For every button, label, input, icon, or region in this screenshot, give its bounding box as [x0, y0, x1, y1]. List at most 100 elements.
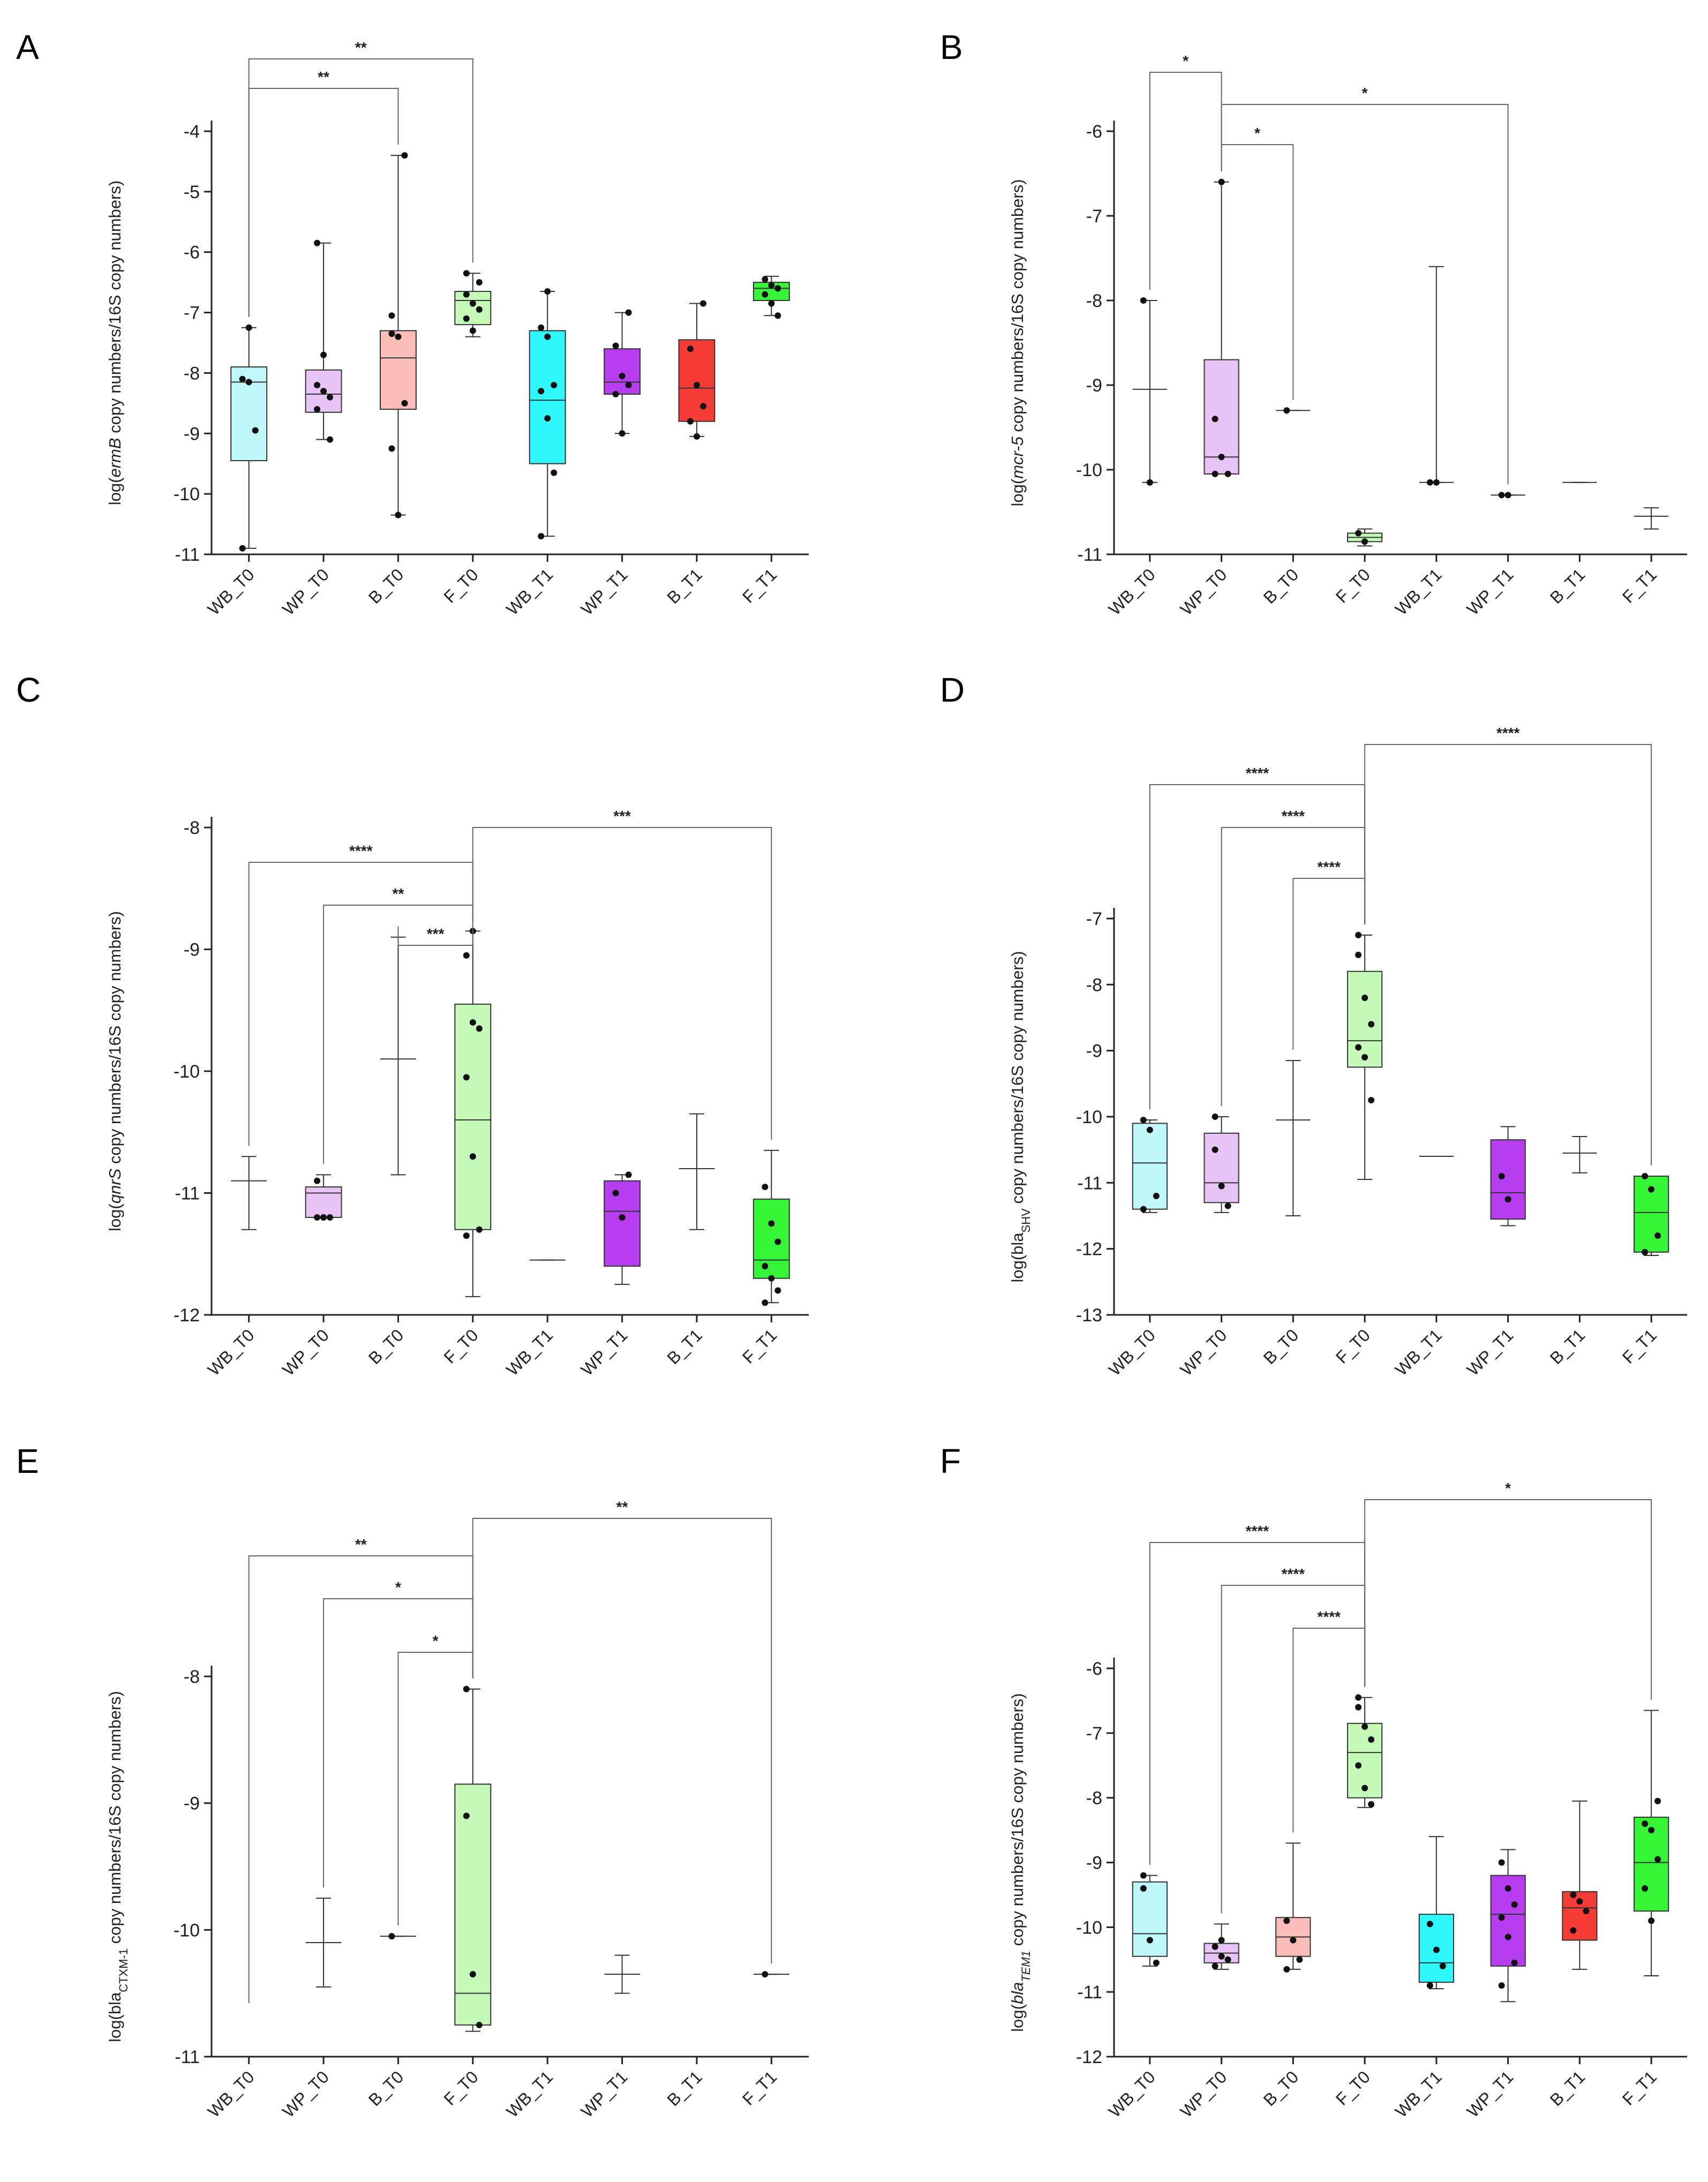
data-point [476, 2021, 483, 2028]
y-axis-title-part: copy numbers/16S copy numbers) [106, 180, 124, 438]
panel-letter: F [940, 1442, 961, 1480]
data-point [1511, 1901, 1518, 1908]
data-point [476, 1226, 483, 1233]
data-point [401, 400, 408, 407]
data-point [1140, 1206, 1147, 1213]
panel-B: B -6 -7 -8 -9 -10 -11 log(mcr-5 copy numbers/16… [940, 28, 1687, 619]
x-tick-label: WB_T0 [1105, 2067, 1159, 2121]
significance-label: * [1505, 1480, 1511, 1496]
data-point [252, 427, 259, 434]
data-point [245, 379, 252, 386]
x-tick-label: B_T1 [1546, 2067, 1589, 2110]
x-tick-label: B_T0 [1260, 1325, 1303, 1368]
data-point [1296, 1956, 1303, 1963]
data-point [768, 282, 775, 289]
data-point [693, 433, 700, 440]
x-tick-label: WP_T1 [577, 565, 631, 619]
y-axis-title-part: bla [1008, 1982, 1027, 2004]
data-point [551, 469, 558, 476]
significance-label: ** [355, 39, 367, 56]
data-point [1576, 1898, 1583, 1905]
y-axis-title-part: TEM1 [1019, 1951, 1033, 1982]
box-F_T0 [454, 1784, 492, 2026]
significance-bracket [1292, 1628, 1366, 1833]
data-point [1504, 492, 1511, 499]
significance-label: **** [1246, 765, 1269, 781]
x-tick-label: B_T1 [1546, 565, 1589, 607]
y-tick-label: -11 [175, 1184, 200, 1204]
significance-label: * [1183, 52, 1188, 69]
box-WP_T0 [1203, 1132, 1239, 1203]
significance-bracket [1364, 1499, 1652, 1700]
significance-label: ** [318, 69, 329, 85]
data-point [327, 394, 334, 401]
data-point [1648, 1917, 1655, 1924]
x-tick-label: WP_T0 [279, 565, 333, 619]
data-point [612, 1190, 619, 1197]
x-tick-label: WP_T0 [1177, 2067, 1231, 2121]
data-point [1498, 1914, 1505, 1921]
data-point [314, 382, 321, 388]
x-tick-label: WP_T1 [577, 1325, 631, 1379]
significance-bracket [472, 1518, 772, 1964]
y-tick-label: -9 [184, 1794, 200, 1814]
x-tick-label: F_T1 [1619, 2067, 1660, 2109]
data-point [395, 511, 402, 518]
data-point [1153, 1959, 1160, 1966]
data-point [699, 403, 706, 410]
data-point [1140, 1885, 1147, 1892]
x-tick-label: B_T1 [663, 2067, 706, 2110]
box-F_T0 [1347, 970, 1383, 1068]
y-axis-title-part: log( [106, 1203, 124, 1231]
significance-label: **** [1246, 1523, 1269, 1539]
panel-D: D -7 -8 -9 -10 -11 -12 -13 log(blaSHV copy numbe… [940, 671, 1687, 1379]
panel-E: E -8 -9 -10 -11 log(blaCTXM-1 copy numbers/16… [16, 1442, 809, 2121]
y-tick-label: -7 [184, 303, 200, 323]
significance-label: **** [349, 842, 373, 859]
box-WP_T1 [1490, 1139, 1526, 1220]
panel-A: A -4 -5 -6 -7 -8 -9 -10 -11 log(ermB copy numbers… [16, 28, 809, 619]
x-tick-label: WB_T1 [502, 1325, 556, 1379]
data-point [388, 312, 395, 319]
data-point [469, 1971, 476, 1978]
data-point [1218, 1937, 1225, 1944]
y-axis-title: log(ermB copy numbers/16S copy numbers) [106, 180, 124, 506]
data-point [469, 1153, 476, 1160]
box-B_T0 [379, 330, 417, 410]
data-point [463, 1812, 470, 1819]
data-point [1368, 1736, 1375, 1743]
box-B_T1 [678, 339, 716, 422]
y-axis-title-part: SHV [1019, 1208, 1033, 1233]
y-axis-title-part: copy numbers/16S copy numbers) [1008, 1693, 1027, 1951]
box-F_T0 [1347, 1722, 1383, 1799]
data-point [401, 152, 408, 159]
data-point [1439, 1962, 1446, 1969]
x-tick-label: WP_T1 [1463, 1325, 1517, 1379]
y-tick-label: -10 [1076, 1917, 1102, 1938]
data-point [1642, 1173, 1649, 1179]
panel-letter: A [16, 28, 39, 66]
data-point [1498, 492, 1505, 499]
data-point [1355, 1044, 1362, 1051]
data-point [476, 279, 483, 286]
significance-bracket [248, 88, 399, 317]
box-WP_T1 [604, 348, 641, 395]
data-point [762, 291, 769, 298]
data-point [1426, 1982, 1433, 1989]
y-axis-title-part: log( [1008, 478, 1027, 506]
box-WB_T0 [1132, 1123, 1168, 1210]
data-point [625, 309, 632, 316]
box-F_T1 [1634, 1816, 1669, 1912]
y-axis-title-part: qnrS [106, 1168, 124, 1203]
data-point [1355, 1762, 1362, 1769]
x-tick-label: F_T1 [739, 2067, 780, 2109]
significance-label: **** [1282, 808, 1305, 824]
data-point [469, 327, 476, 334]
data-point [1654, 1797, 1661, 1804]
data-point [1140, 1117, 1147, 1124]
y-tick-label: -8 [184, 818, 200, 838]
significance-label: **** [1496, 725, 1520, 741]
data-point [1426, 479, 1433, 486]
data-point [1146, 1126, 1153, 1133]
